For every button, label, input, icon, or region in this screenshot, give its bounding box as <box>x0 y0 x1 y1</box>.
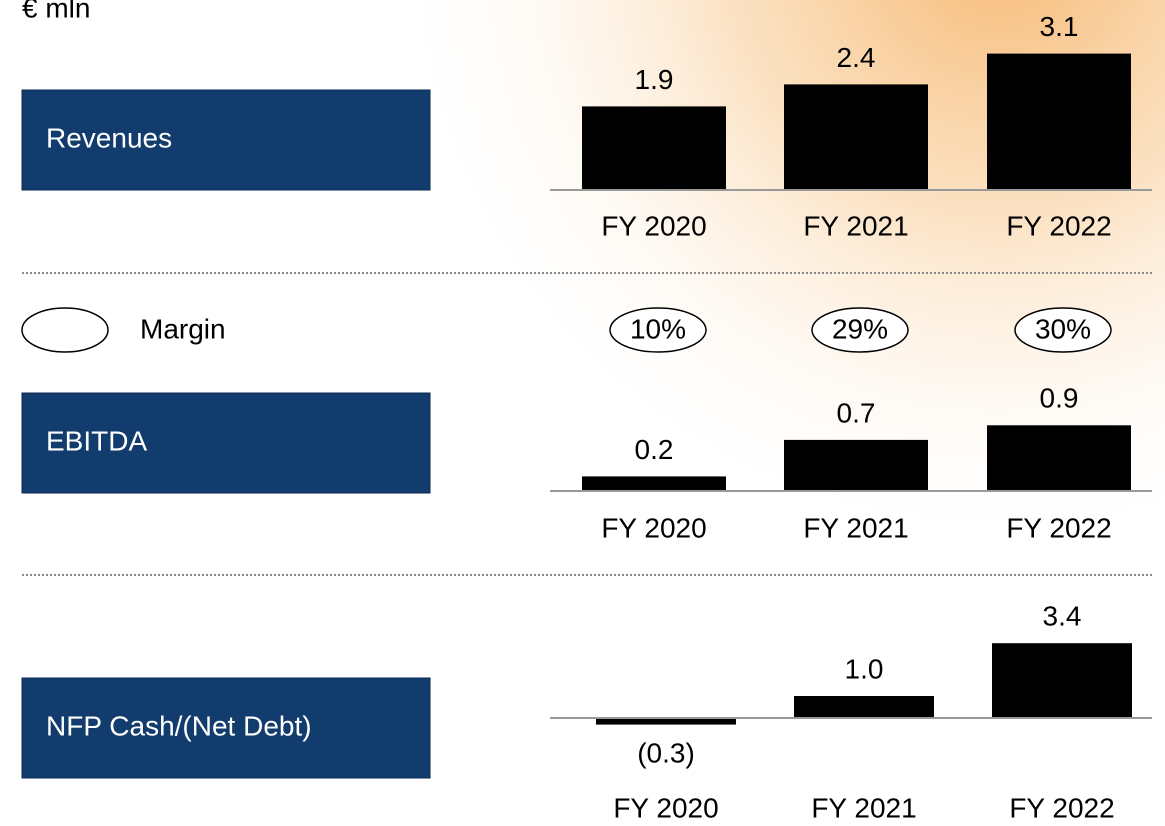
value-label: 0.9 <box>1040 383 1079 414</box>
category-label: FY 2022 <box>1009 792 1114 823</box>
unit-label: € mln <box>22 0 90 23</box>
value-label: 0.7 <box>837 397 876 428</box>
category-label: FY 2021 <box>803 210 908 241</box>
category-label: FY 2022 <box>1006 512 1111 543</box>
bar <box>596 718 736 725</box>
label-box <box>21 677 431 779</box>
label-box <box>21 392 431 494</box>
bar <box>987 53 1131 190</box>
label-box <box>21 89 431 191</box>
category-label: FY 2022 <box>1006 210 1111 241</box>
value-label: (0.3) <box>637 737 695 768</box>
value-label: 2.4 <box>837 42 876 73</box>
box-label: Revenues <box>46 122 172 153</box>
legend-ellipse <box>21 307 109 353</box>
bar <box>582 106 726 190</box>
margin-label: 29% <box>832 313 888 344</box>
margin-label: 10% <box>630 313 686 344</box>
bar <box>582 476 726 491</box>
margin-ellipse <box>1014 307 1112 353</box>
category-label: FY 2021 <box>803 512 908 543</box>
value-label: 0.2 <box>635 434 674 465</box>
category-label: FY 2021 <box>811 792 916 823</box>
box-label: EBITDA <box>46 425 147 456</box>
margin-label: 30% <box>1035 313 1091 344</box>
box-label: NFP Cash/(Net Debt) <box>46 710 312 741</box>
margin-ellipse <box>609 307 707 353</box>
value-label: 1.9 <box>635 64 674 95</box>
bar <box>987 425 1131 491</box>
legend-label: Margin <box>140 313 226 344</box>
bar <box>992 643 1132 718</box>
bar <box>794 696 934 718</box>
category-label: FY 2020 <box>613 792 718 823</box>
bar <box>784 84 928 190</box>
margin-ellipse <box>811 307 909 353</box>
bar <box>784 439 928 491</box>
value-label: 1.0 <box>845 653 884 684</box>
category-label: FY 2020 <box>601 210 706 241</box>
value-label: 3.1 <box>1040 11 1079 42</box>
category-label: FY 2020 <box>601 512 706 543</box>
value-label: 3.4 <box>1043 601 1082 632</box>
